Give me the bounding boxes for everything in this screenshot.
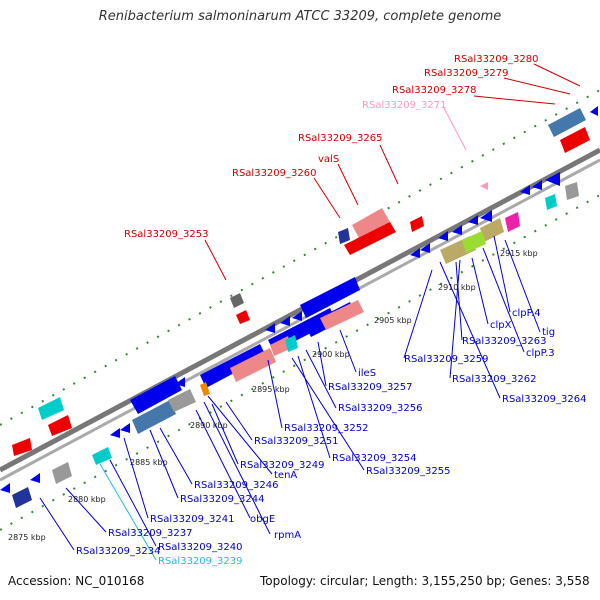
feature-gray-c bbox=[565, 182, 579, 200]
feature-orange bbox=[200, 382, 210, 396]
feature-olive-b bbox=[480, 218, 504, 242]
feature-gray-b bbox=[52, 462, 72, 484]
accession-text: Accession: NC_010168 bbox=[8, 574, 145, 588]
label-rsal3262: RSal33209_3262 bbox=[452, 374, 536, 385]
label-tenA: tenA bbox=[274, 470, 297, 481]
label-valS: valS bbox=[318, 154, 339, 165]
arrow-features-blue bbox=[0, 106, 598, 493]
label-rsal3255: RSal33209_3255 bbox=[366, 466, 450, 477]
feature-rsal3280 bbox=[560, 127, 590, 153]
label-tig: tig bbox=[542, 327, 555, 338]
kbp-marks: 2875 kbp 2880 kbp 2885 kbp 2890 kbp 2895… bbox=[8, 249, 538, 542]
label-ileS: ileS bbox=[358, 368, 376, 379]
kbp-label: 2905 kbp bbox=[374, 316, 412, 325]
map-title: Renibacterium salmoninarum ATCC 33209, c… bbox=[98, 9, 502, 24]
lower-labels: clpP.4 tig clpX RSal33209_3263 clpP.3 RS… bbox=[76, 308, 586, 567]
label-rsal3240: RSal33209_3240 bbox=[158, 542, 242, 553]
feature-salmon-a bbox=[230, 348, 276, 382]
genome-backbone-outer bbox=[0, 147, 600, 473]
feature-blue-b bbox=[200, 344, 266, 388]
kbp-label: 2885 kbp bbox=[130, 458, 168, 467]
feature-cyan-c bbox=[545, 194, 557, 210]
label-rsal3234: RSal33209_3234 bbox=[76, 546, 160, 557]
label-rsal3237: RSal33209_3237 bbox=[108, 528, 192, 539]
features-lower-strand bbox=[12, 182, 579, 508]
label-rsal3278: RSal33209_3278 bbox=[392, 85, 476, 96]
label-rsal3239: RSal33209_3239 bbox=[158, 556, 242, 567]
feature-cyan-a bbox=[92, 447, 112, 465]
label-rsal3249: RSal33209_3249 bbox=[240, 460, 324, 471]
features-upper-strand bbox=[12, 108, 590, 456]
upper-labels: RSal33209_3280 RSal33209_3279 RSal33209_… bbox=[124, 54, 538, 240]
label-rsal3244: RSal33209_3244 bbox=[180, 494, 264, 505]
kbp-label: 2895 kbp bbox=[252, 385, 290, 394]
label-rsal3260: RSal33209_3260 bbox=[232, 168, 316, 179]
label-clpP3: clpP.3 bbox=[526, 348, 555, 359]
label-rsal3280: RSal33209_3280 bbox=[454, 54, 538, 65]
label-rsal3263: RSal33209_3263 bbox=[462, 336, 546, 347]
label-obgE: obgE bbox=[250, 514, 275, 525]
feature-pink-3271 bbox=[480, 182, 488, 190]
feature-dark-a bbox=[12, 487, 32, 508]
label-rsal3257: RSal33209_3257 bbox=[328, 382, 412, 393]
kbp-label: 2910 kbp bbox=[438, 283, 476, 292]
feature-rsal3260 bbox=[410, 216, 424, 232]
label-clpX: clpX bbox=[490, 320, 512, 331]
feature-left-red-2 bbox=[48, 415, 72, 436]
label-rsal3256: RSal33209_3256 bbox=[338, 403, 422, 414]
feature-small-blue-3253 bbox=[338, 228, 350, 244]
feature-gray-a bbox=[168, 389, 196, 412]
label-clpP4: clpP.4 bbox=[512, 308, 541, 319]
feature-steel-a bbox=[132, 400, 176, 434]
feature-valS bbox=[344, 222, 396, 255]
kbp-label: 2875 kbp bbox=[8, 533, 46, 542]
label-rsal3265: RSal33209_3265 bbox=[298, 133, 382, 144]
leader-lines-upper bbox=[204, 63, 581, 281]
label-rsal3246: RSal33209_3246 bbox=[194, 480, 278, 491]
label-rsal3251: RSal33209_3251 bbox=[254, 436, 338, 447]
kbp-label: 2880 kbp bbox=[68, 495, 106, 504]
feature-left-cyan bbox=[38, 397, 64, 420]
feature-gray-3253 bbox=[230, 293, 244, 308]
feature-left-red bbox=[12, 438, 32, 456]
feature-blue-a bbox=[130, 376, 182, 414]
kbp-label: 2915 kbp bbox=[500, 249, 538, 258]
feature-magenta bbox=[505, 212, 520, 232]
feature-rsal3279 bbox=[548, 108, 586, 137]
label-rsal3279: RSal33209_3279 bbox=[424, 68, 508, 79]
feature-rsal3253 bbox=[236, 310, 250, 324]
label-rsal3241: RSal33209_3241 bbox=[150, 514, 234, 525]
genome-summary-text: Topology: circular; Length: 3,155,250 bp… bbox=[260, 574, 590, 588]
feature-green bbox=[462, 231, 486, 253]
label-rsal3253: RSal33209_3253 bbox=[124, 229, 208, 240]
feature-salmon-b bbox=[320, 300, 364, 330]
label-rpmA: rpmA bbox=[274, 530, 301, 541]
label-rsal3252: RSal33209_3252 bbox=[284, 423, 368, 434]
kbp-label: 2900 kbp bbox=[312, 350, 350, 359]
label-rsal3264: RSal33209_3264 bbox=[502, 394, 586, 405]
label-rsal3271: RSal33209_3271 bbox=[362, 100, 446, 111]
label-rsal3259: RSal33209_3259 bbox=[404, 354, 488, 365]
label-rsal3254: RSal33209_3254 bbox=[332, 453, 416, 464]
leader-lines-lower bbox=[39, 235, 541, 561]
feature-blue-d bbox=[300, 277, 360, 318]
feature-cyan-b bbox=[285, 335, 298, 352]
feature-rsal3265 bbox=[352, 208, 390, 240]
kbp-label: 2890 kbp bbox=[190, 421, 228, 430]
